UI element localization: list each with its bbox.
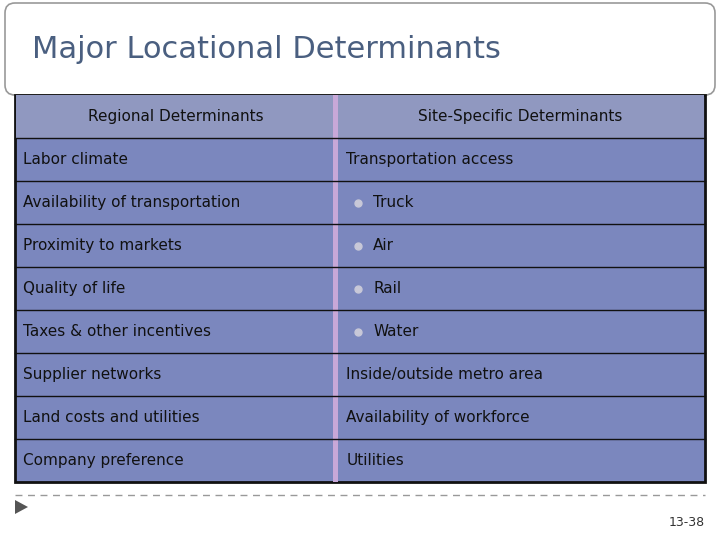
- Text: Utilities: Utilities: [346, 453, 404, 468]
- Text: Land costs and utilities: Land costs and utilities: [23, 410, 199, 425]
- Text: 13-38: 13-38: [669, 516, 705, 529]
- Text: Company preference: Company preference: [23, 453, 184, 468]
- Text: Availability of workforce: Availability of workforce: [346, 410, 530, 425]
- Bar: [333, 95, 338, 482]
- Text: Quality of life: Quality of life: [23, 281, 125, 296]
- Text: Water: Water: [374, 324, 419, 339]
- FancyBboxPatch shape: [5, 3, 715, 95]
- Text: Availability of transportation: Availability of transportation: [23, 195, 240, 210]
- Text: Site-Specific Determinants: Site-Specific Determinants: [418, 109, 623, 124]
- Bar: [15, 95, 705, 482]
- Bar: [338, 95, 704, 138]
- Polygon shape: [15, 500, 28, 514]
- Text: Taxes & other incentives: Taxes & other incentives: [23, 324, 211, 339]
- Text: Air: Air: [374, 238, 395, 253]
- Bar: [16, 95, 333, 138]
- Text: Major Locational Determinants: Major Locational Determinants: [32, 35, 501, 64]
- Text: Proximity to markets: Proximity to markets: [23, 238, 182, 253]
- Text: Supplier networks: Supplier networks: [23, 367, 161, 382]
- Text: Rail: Rail: [374, 281, 402, 296]
- Text: Labor climate: Labor climate: [23, 152, 128, 167]
- Text: Inside/outside metro area: Inside/outside metro area: [346, 367, 544, 382]
- Text: Regional Determinants: Regional Determinants: [88, 109, 264, 124]
- Text: Truck: Truck: [374, 195, 414, 210]
- Text: Transportation access: Transportation access: [346, 152, 514, 167]
